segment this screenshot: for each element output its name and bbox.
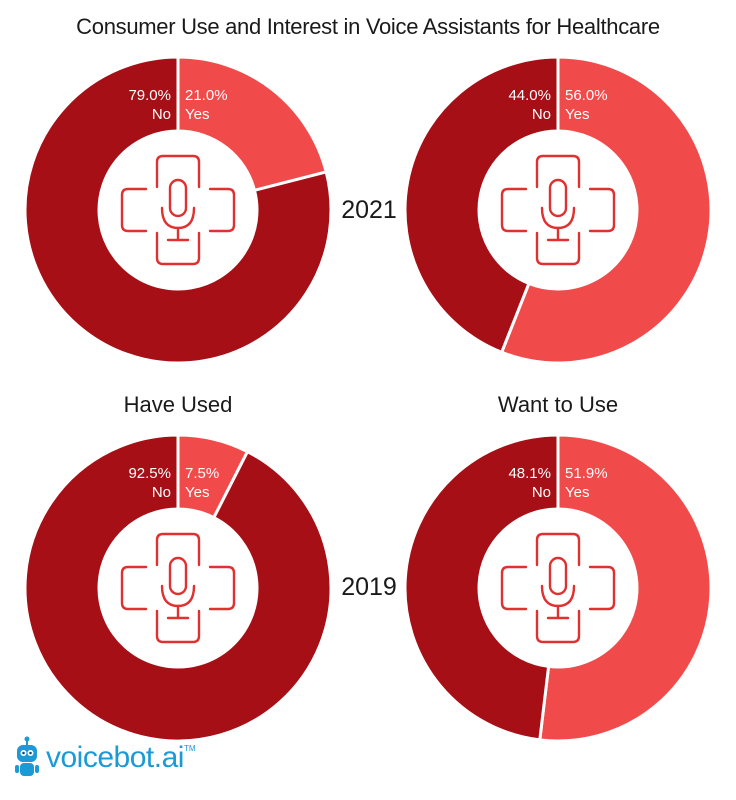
value-label-no: 79.0% <box>128 87 171 104</box>
brand-name: voicebot.ai <box>46 741 184 774</box>
panel-label-have-used: Have Used <box>123 392 233 417</box>
donut-chart-2019-want-to-use: 51.9% Yes 48.1% No <box>403 433 713 743</box>
value-label-yes: 56.0% <box>565 87 608 104</box>
medical-cross-microphone-icon <box>120 154 236 266</box>
category-label-no: No <box>532 106 551 123</box>
donut-chart-2021-want-to-use: 56.0% Yes 44.0% No <box>403 55 713 365</box>
donut-hole <box>479 509 637 667</box>
brand-trademark: TM <box>183 744 196 753</box>
donut-chart-2019-have-used: 7.5% Yes 92.5% No <box>23 433 333 743</box>
medical-cross-microphone-icon <box>500 154 616 266</box>
category-label-no: No <box>532 484 551 501</box>
panel-label-want-to-use: Want to Use <box>497 392 619 417</box>
category-label-no: No <box>152 484 171 501</box>
donut-hole <box>479 131 637 289</box>
value-label-yes: 51.9% <box>565 465 608 482</box>
value-label-no: 44.0% <box>508 87 551 104</box>
value-label-no: 48.1% <box>508 465 551 482</box>
category-label-yes: Yes <box>565 484 589 501</box>
value-label-yes: 21.0% <box>185 87 228 104</box>
donut-chart-2021-have-used: 21.0% Yes 79.0% No <box>23 55 333 365</box>
value-label-yes: 7.5% <box>185 465 219 482</box>
medical-cross-microphone-icon <box>500 532 616 644</box>
category-label-yes: Yes <box>185 484 209 501</box>
slice-no <box>403 433 560 742</box>
donut-hole <box>99 131 257 289</box>
medical-cross-microphone-icon <box>120 532 236 644</box>
donut-hole <box>99 509 257 667</box>
category-label-no: No <box>152 106 171 123</box>
year-label-2021: 2021 <box>341 196 397 224</box>
voicebot-logo: voicebot.ai TM <box>14 736 196 780</box>
year-label-2019: 2019 <box>341 573 397 601</box>
chart-title: Consumer Use and Interest in Voice Assis… <box>76 14 660 39</box>
category-label-yes: Yes <box>185 106 209 123</box>
category-label-yes: Yes <box>565 106 589 123</box>
value-label-no: 92.5% <box>128 465 171 482</box>
robot-mascot-icon <box>15 736 39 776</box>
